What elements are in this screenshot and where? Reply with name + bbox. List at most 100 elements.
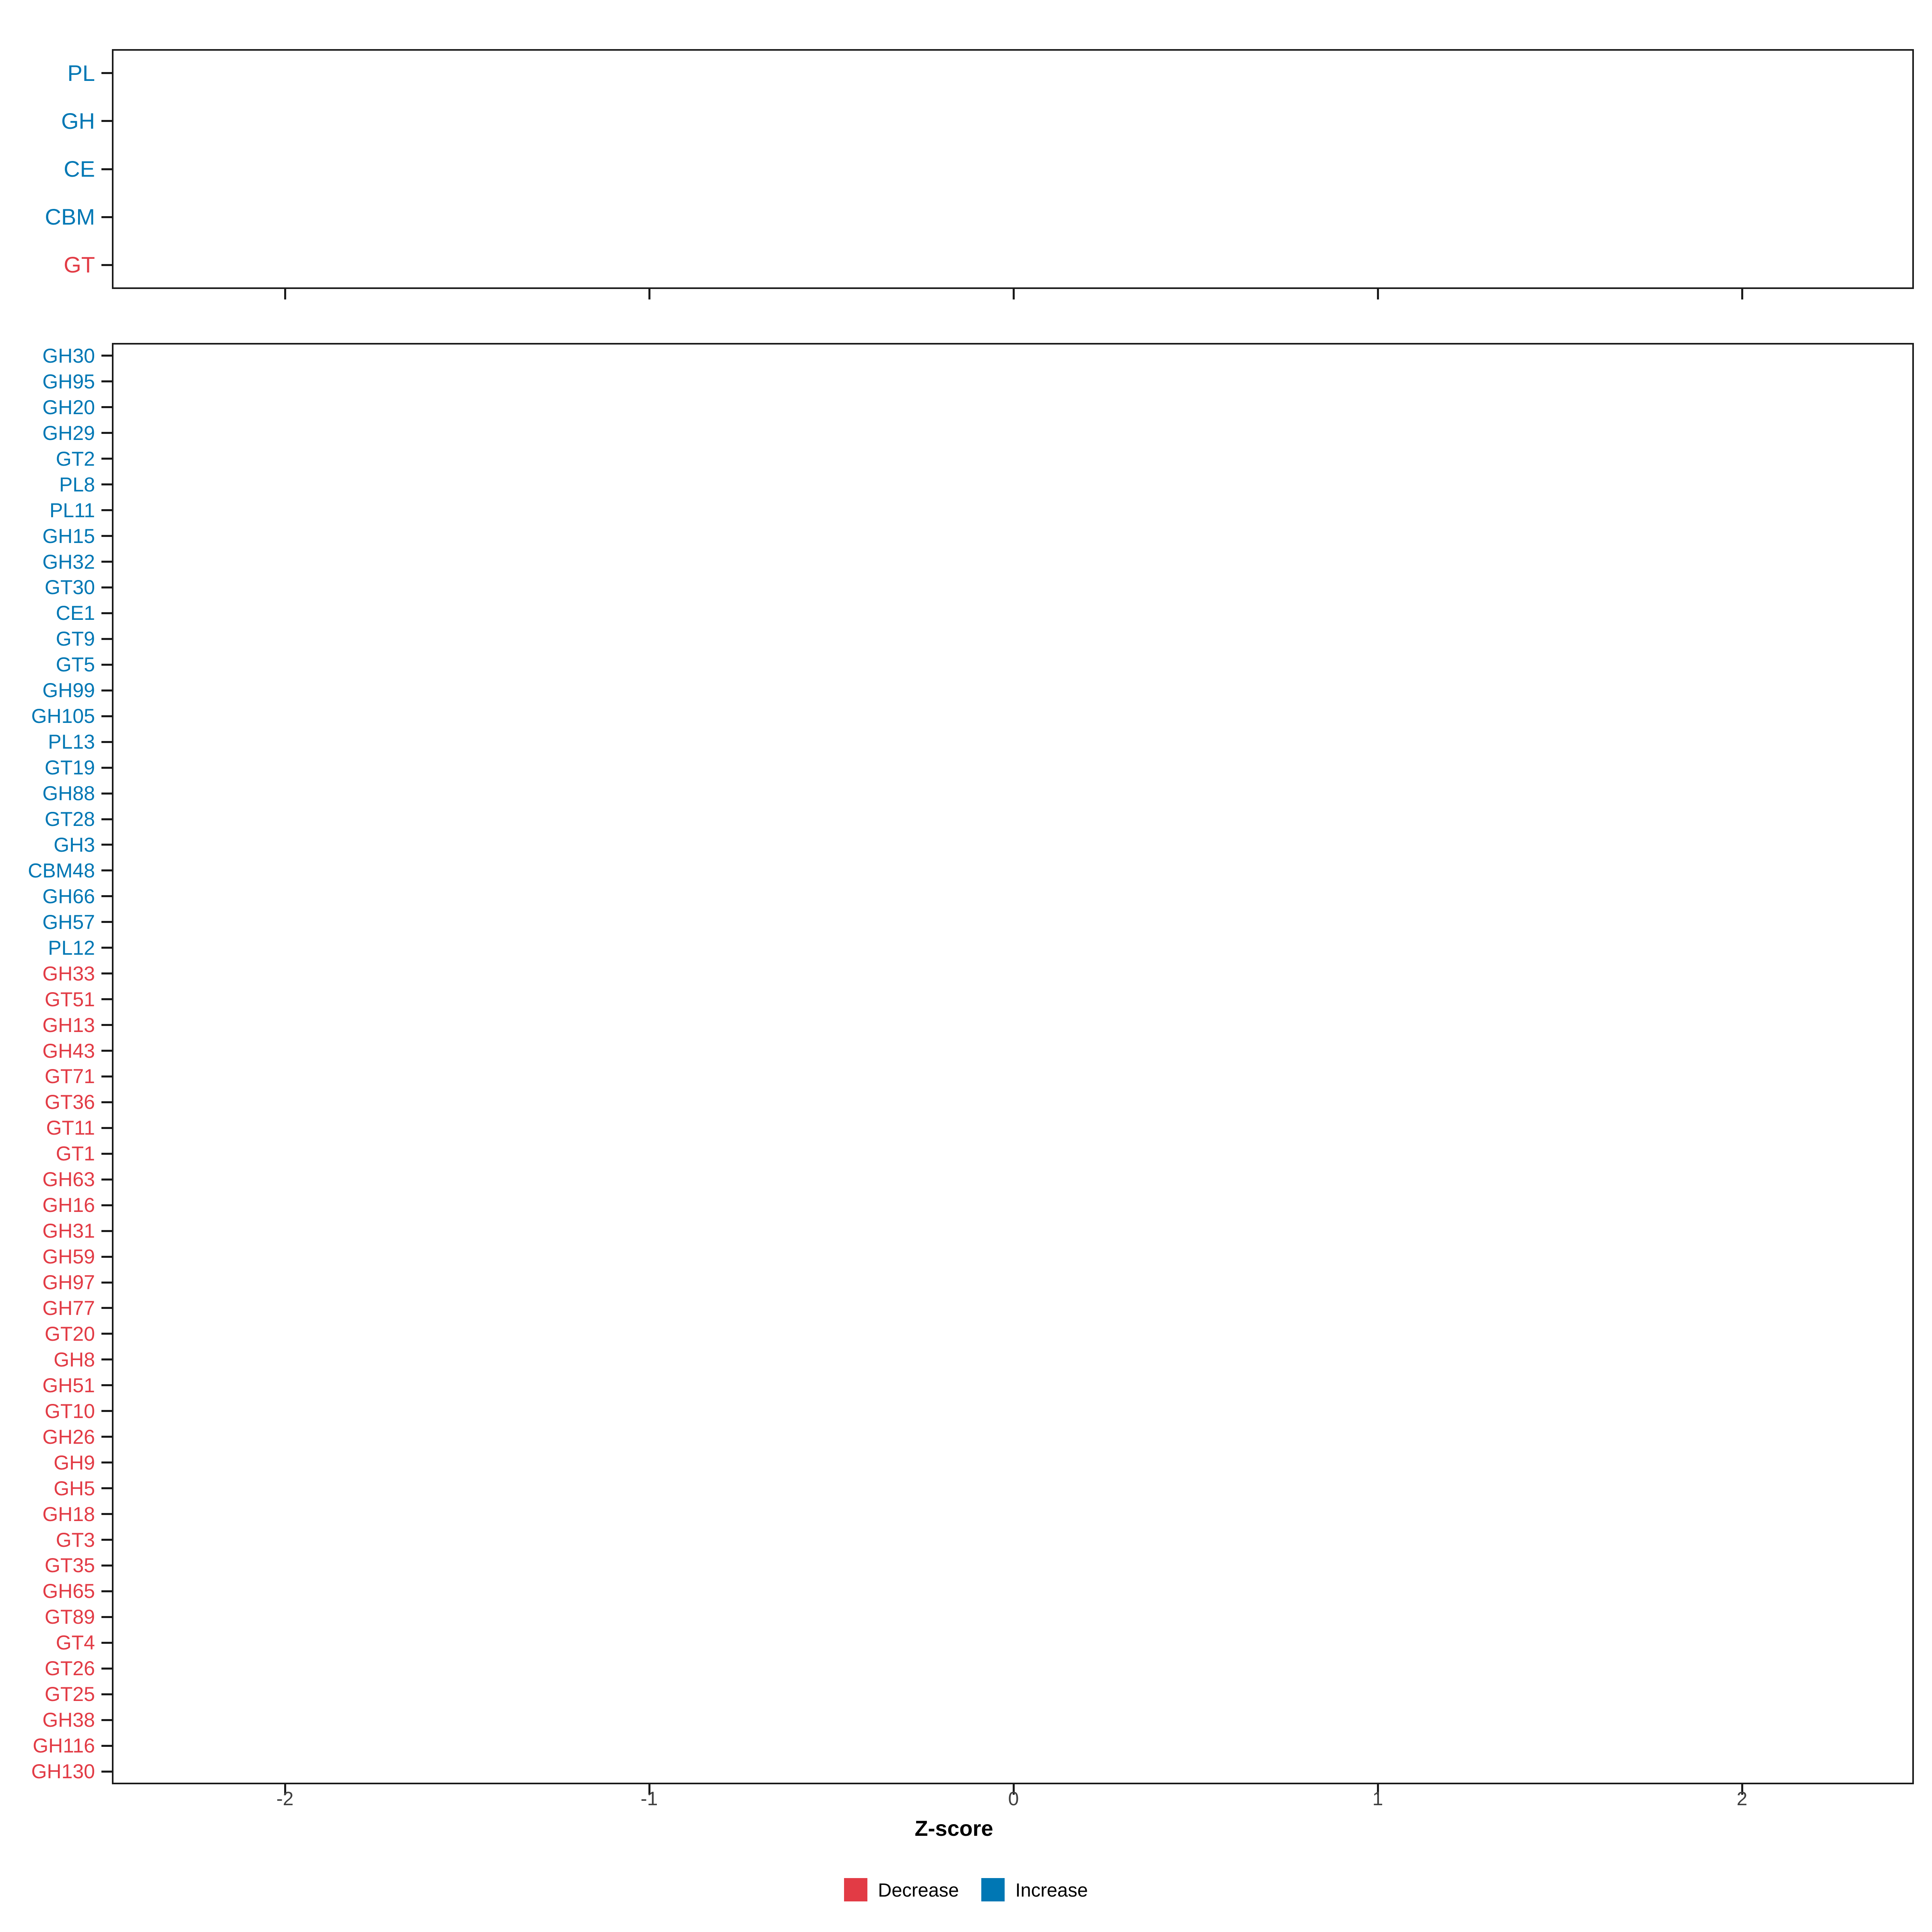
- category-label-GH20: GH20: [42, 396, 95, 419]
- y-axis-tick: [101, 1075, 112, 1077]
- category-label-GH65: GH65: [42, 1580, 95, 1603]
- category-label-CBM: CBM: [45, 204, 95, 230]
- x-axis-tick: [284, 289, 286, 299]
- y-axis-tick: [101, 1281, 112, 1284]
- x-axis-title: Z-score: [914, 1816, 993, 1841]
- category-label-GT26: GT26: [44, 1657, 95, 1680]
- category-label-PL: PL: [67, 60, 95, 86]
- category-label-GT36: GT36: [44, 1091, 95, 1114]
- y-axis-tick: [101, 1333, 112, 1335]
- category-label-GH16: GH16: [42, 1194, 95, 1217]
- legend-label: Increase: [1015, 1879, 1088, 1901]
- y-axis-tick: [101, 792, 112, 795]
- category-label-GT19: GT19: [44, 756, 95, 779]
- y-axis-tick: [101, 715, 112, 717]
- category-label-GT2: GT2: [56, 447, 95, 470]
- category-label-GH30: GH30: [42, 344, 95, 367]
- y-axis-tick: [101, 689, 112, 691]
- category-label-CBM48: CBM48: [28, 859, 95, 882]
- y-axis-tick: [101, 1204, 112, 1206]
- y-axis-tick: [101, 1255, 112, 1258]
- y-axis-tick: [101, 406, 112, 409]
- legend-swatch-decrease: [844, 1878, 868, 1901]
- y-axis-tick: [101, 380, 112, 383]
- category-label-GT1: GT1: [56, 1142, 95, 1165]
- x-tick-label: -1: [640, 1788, 658, 1810]
- y-axis-tick: [101, 766, 112, 769]
- category-label-GT20: GT20: [44, 1322, 95, 1345]
- x-axis-tick: [1741, 289, 1743, 299]
- y-axis-tick: [101, 1539, 112, 1541]
- y-axis-tick: [101, 869, 112, 872]
- x-axis-tick: [648, 289, 650, 299]
- y-axis-tick: [101, 1487, 112, 1490]
- y-axis-tick: [101, 1050, 112, 1052]
- y-axis-tick: [101, 561, 112, 563]
- y-axis-tick: [101, 535, 112, 537]
- category-label-GT9: GT9: [56, 627, 95, 650]
- y-axis-tick: [101, 947, 112, 949]
- y-axis-tick: [101, 168, 112, 170]
- category-label-GT35: GT35: [44, 1554, 95, 1577]
- category-label-GH29: GH29: [42, 421, 95, 444]
- legend-item-increase: Increase: [981, 1878, 1088, 1901]
- x-axis-tick: [1741, 1784, 1743, 1795]
- category-label-PL12: PL12: [48, 936, 95, 959]
- category-label-GH38: GH38: [42, 1709, 95, 1732]
- category-label-GT10: GT10: [44, 1399, 95, 1422]
- y-axis-tick: [101, 1307, 112, 1309]
- y-axis-tick: [101, 1358, 112, 1361]
- category-label-GH3: GH3: [54, 833, 95, 856]
- category-label-GH: GH: [61, 108, 95, 134]
- category-label-GH95: GH95: [42, 370, 95, 393]
- x-axis-tick: [1377, 1784, 1379, 1795]
- category-label-GH5: GH5: [54, 1477, 95, 1500]
- x-axis-tick: [1012, 289, 1015, 299]
- y-axis-tick: [101, 1178, 112, 1181]
- y-axis-tick: [101, 1564, 112, 1567]
- y-axis-tick: [101, 1590, 112, 1592]
- category-label-GH130: GH130: [31, 1760, 95, 1783]
- legend: Decrease Increase: [0, 1878, 1932, 1901]
- x-tick-label: 0: [1008, 1788, 1019, 1810]
- category-label-GH32: GH32: [42, 550, 95, 573]
- top-panel: [112, 49, 1914, 289]
- x-axis-tick: [284, 1784, 286, 1795]
- y-axis-tick: [101, 72, 112, 74]
- category-label-GT71: GT71: [44, 1065, 95, 1088]
- category-label-GH57: GH57: [42, 910, 95, 933]
- category-label-GT5: GT5: [56, 653, 95, 676]
- category-label-GH43: GH43: [42, 1039, 95, 1062]
- category-label-GH105: GH105: [31, 705, 95, 728]
- y-axis-tick: [101, 586, 112, 588]
- category-label-GT4: GT4: [56, 1631, 95, 1654]
- y-axis-tick: [101, 921, 112, 923]
- y-axis-tick: [101, 264, 112, 266]
- y-axis-tick: [101, 1513, 112, 1515]
- y-axis-tick: [101, 1127, 112, 1129]
- category-label-GH31: GH31: [42, 1220, 95, 1243]
- y-axis-tick: [101, 1667, 112, 1670]
- y-axis-tick: [101, 1152, 112, 1155]
- legend-swatch-increase: [981, 1878, 1005, 1901]
- y-axis-tick: [101, 972, 112, 975]
- y-axis-tick: [101, 895, 112, 898]
- category-label-PL8: PL8: [59, 473, 95, 496]
- x-axis-tick: [648, 1784, 650, 1795]
- y-axis-tick: [101, 509, 112, 512]
- y-axis-tick: [101, 663, 112, 666]
- legend-label: Decrease: [878, 1879, 959, 1901]
- y-axis-tick: [101, 741, 112, 743]
- category-label-GH13: GH13: [42, 1013, 95, 1036]
- category-label-GH99: GH99: [42, 679, 95, 702]
- y-axis-tick: [101, 1101, 112, 1103]
- category-label-GT51: GT51: [44, 988, 95, 1011]
- y-axis-tick: [101, 1616, 112, 1618]
- y-axis-tick: [101, 1461, 112, 1464]
- category-label-PL13: PL13: [48, 731, 95, 753]
- y-axis-tick: [101, 1410, 112, 1412]
- category-label-GT89: GT89: [44, 1606, 95, 1629]
- x-axis-tick: [1012, 1784, 1015, 1795]
- y-axis-tick: [101, 818, 112, 820]
